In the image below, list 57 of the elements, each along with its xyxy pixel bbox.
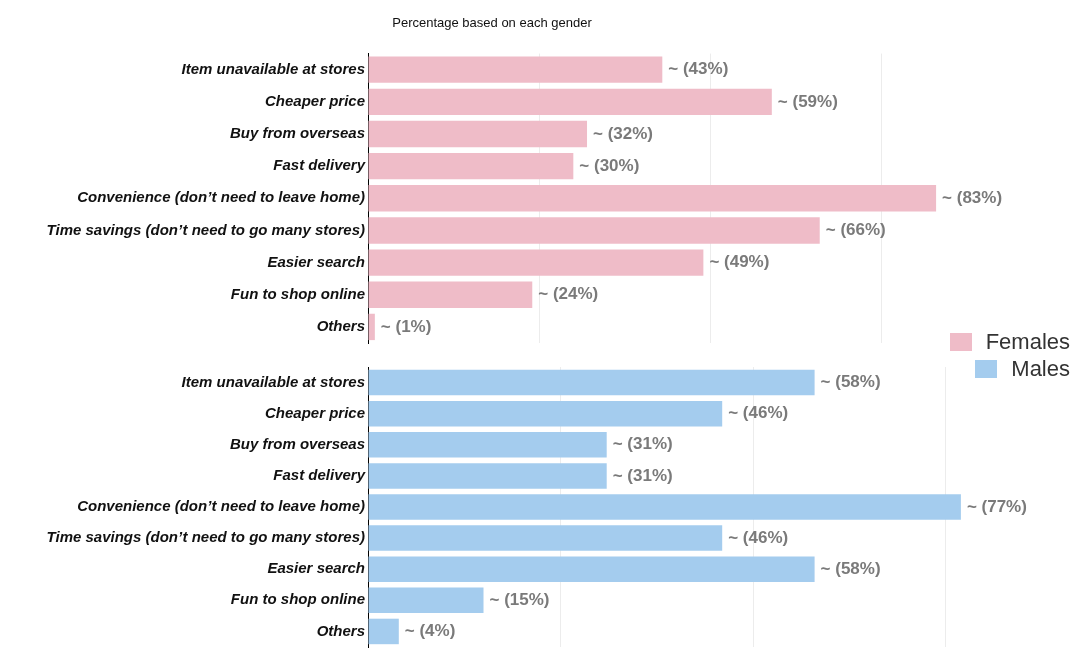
y-tick-label: Cheaper price <box>264 403 365 421</box>
data-label: ~ (31%) <box>612 434 673 454</box>
data-label: ~ (59%) <box>777 91 838 111</box>
bar <box>368 120 588 148</box>
bar <box>368 281 533 308</box>
y-tick-label: Fast delivery <box>273 156 366 174</box>
legend-label: Females <box>985 328 1070 355</box>
data-label: ~ (32%) <box>593 123 654 143</box>
bar <box>368 313 375 341</box>
bar <box>368 217 820 244</box>
data-label: ~ (31%) <box>612 465 673 485</box>
data-label: ~ (66%) <box>825 220 886 240</box>
data-label: ~ (4%) <box>404 621 456 641</box>
data-label: ~ (83%) <box>942 187 1003 207</box>
data-label: ~ (49%) <box>709 252 770 272</box>
y-tick-label: Convenience (don’t need to leave home) <box>77 188 365 206</box>
bar <box>368 525 723 551</box>
y-tick-label: Buy from overseas <box>229 434 365 452</box>
y-tick-label: Others <box>316 621 365 639</box>
data-label: ~ (43%) <box>668 59 729 79</box>
y-tick-label: Buy from overseas <box>229 124 365 142</box>
y-tick-label: Fun to shop online <box>230 284 365 302</box>
bar <box>368 152 574 180</box>
y-tick-label: Fast delivery <box>273 466 366 484</box>
y-tick-label: Item unavailable at stores <box>181 59 365 77</box>
y-tick-label: Cheaper price <box>264 91 365 109</box>
bar <box>368 494 961 520</box>
data-label: ~ (1%) <box>380 316 432 336</box>
y-tick-label: Convenience (don’t need to leave home) <box>77 497 365 515</box>
data-label: ~ (30%) <box>579 155 640 175</box>
y-tick-label: Fun to shop online <box>230 590 365 608</box>
y-tick-label: Time savings (don’t need to go many stores) <box>46 220 365 238</box>
y-tick-label: Time savings (don’t need to go many stores) <box>46 528 365 546</box>
legend-label: Males <box>1011 355 1070 382</box>
bar <box>368 185 937 212</box>
bar <box>368 463 607 489</box>
bar <box>368 587 484 614</box>
data-label: ~ (15%) <box>489 590 550 610</box>
bar <box>368 88 772 116</box>
y-tick-label: Easier search <box>267 252 365 270</box>
data-label: ~ (58%) <box>820 372 881 392</box>
bar <box>368 369 815 396</box>
bar <box>368 618 399 645</box>
bar <box>368 432 607 458</box>
bar <box>368 56 663 83</box>
chart-title: Percentage based on each gender <box>392 15 593 31</box>
bar <box>368 556 815 582</box>
data-label: ~ (46%) <box>728 527 789 547</box>
y-tick-label: Item unavailable at stores <box>181 372 365 390</box>
data-label: ~ (58%) <box>820 558 881 578</box>
data-label: ~ (77%) <box>966 496 1027 516</box>
y-tick-label: Easier search <box>267 559 365 577</box>
y-tick-label: Others <box>316 317 365 335</box>
data-label: ~ (24%) <box>538 284 599 304</box>
bar <box>368 249 704 276</box>
data-label: ~ (46%) <box>728 403 789 423</box>
bar <box>368 400 723 427</box>
